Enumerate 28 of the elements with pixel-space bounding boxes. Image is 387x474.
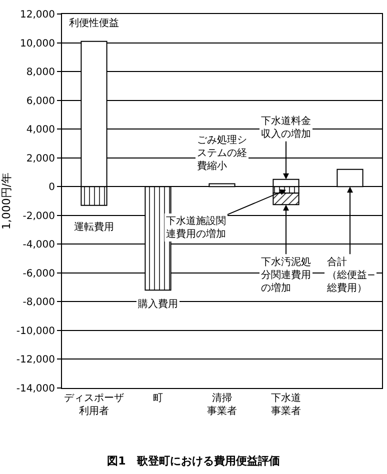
x-tick-label: 清掃事業者 <box>207 392 237 417</box>
y-tick-label: -12,000 <box>16 354 55 366</box>
annotation: ごみ処理システムの経費縮小 <box>197 135 247 172</box>
annotation: 下水汚泥処分関連費用の増加 <box>261 256 311 294</box>
y-tick-label: 2,000 <box>26 153 55 164</box>
y-tick-label: 6,000 <box>26 96 55 107</box>
annotation: 下水道料金収入の増加 <box>261 115 311 140</box>
y-tick-label: -4,000 <box>22 240 55 251</box>
y-tick-label: -8,000 <box>22 297 55 308</box>
y-tick-label: 12,000 <box>20 10 55 20</box>
y-tick-label: 4,000 <box>26 124 55 136</box>
annotation: 利便性便益 <box>69 17 119 29</box>
y-tick-label: -6,000 <box>22 268 55 280</box>
x-tick-label: ディスポーザ利用者 <box>64 393 124 417</box>
annotation: 運転費用 <box>74 221 114 233</box>
y-tick-label: 10,000 <box>20 38 55 50</box>
annotation: 購入費用 <box>138 298 178 310</box>
x-tick-label: 町 <box>153 393 163 404</box>
y-axis-title: 1,000円/年 <box>0 172 13 230</box>
annotation: 合計（総便益−総費用） <box>326 256 376 294</box>
x-tick-label: 下水道事業者 <box>271 392 301 417</box>
text: 図1 歌登町における費用便益評価 <box>107 454 280 468</box>
y-tick-label: 0 <box>48 182 55 194</box>
y-tick-label: -2,000 <box>22 210 55 222</box>
y-tick-label: -14,000 <box>16 384 55 394</box>
annotation: 下水道施設関連費用の増加 <box>166 215 226 240</box>
y-tick-label: -10,000 <box>16 326 55 337</box>
y-tick-label: 8,000 <box>26 67 55 78</box>
